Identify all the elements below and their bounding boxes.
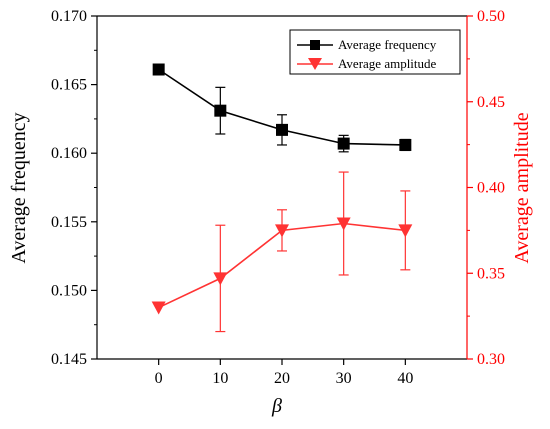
y-right-tick-label: 0.45 [477,94,505,111]
data-point-amplitude [151,301,166,315]
y-left-tick-label: 0.155 [51,214,87,231]
legend-marker-amplitude [308,58,322,70]
data-point-amplitude [213,272,228,286]
data-point-frequency [152,63,165,76]
data-point-frequency [276,123,288,136]
x-tick-label: 30 [336,370,352,387]
x-tick-label: 20 [274,370,290,387]
y-left-tick-label: 0.170 [51,8,87,25]
y-left-tick-label: 0.145 [51,351,87,368]
x-tick-label: 10 [212,370,228,387]
series-layer [151,63,413,333]
y-right-axis-title: Average amplitude [511,112,533,263]
data-point-frequency [399,138,412,151]
legend-box [289,29,461,75]
y-left-tick-label: 0.165 [51,77,87,94]
x-axis-title: β [271,395,282,417]
y-left-axis-title: Average frequency [8,112,30,263]
data-point-frequency [214,104,227,117]
y-right-tick-label: 0.35 [477,265,505,282]
y-right-tick-label: 0.30 [477,351,505,368]
data-point-amplitude [275,224,289,238]
y-right-tick-label: 0.50 [477,8,505,25]
legend-label-frequency: Average frequency [338,37,437,52]
x-tick-label: 40 [397,370,413,387]
legend: Average frequency Average amplitude [289,29,461,75]
legend-label-amplitude: Average amplitude [338,56,437,71]
x-tick-label: 0 [155,370,163,387]
data-point-frequency [337,137,350,150]
data-point-amplitude [398,224,413,238]
y-right-tick-label: 0.40 [477,180,505,197]
data-point-amplitude [336,217,351,231]
y-left-tick-label: 0.150 [51,282,87,299]
axes: 0 10 20 30 40 0.145 0.150 0.155 0.160 0.165 0.170 0… [51,8,505,387]
y-left-tick-label: 0.160 [51,145,87,162]
legend-marker-frequency [310,40,320,50]
